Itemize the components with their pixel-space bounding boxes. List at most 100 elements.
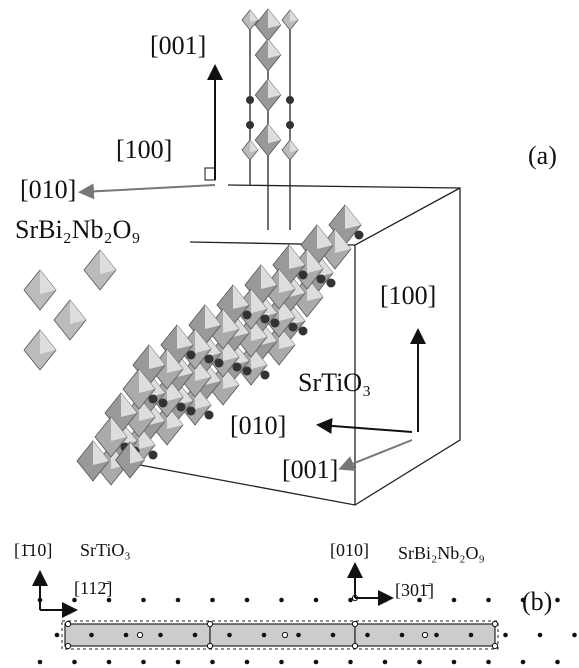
atom [149,395,158,404]
lattice-dot [141,598,146,603]
octahedron-face [100,250,116,274]
panel-label: (a) [528,141,557,170]
axis-marker [205,168,215,180]
figure: [001] [100] [010] SrBi₂Nb₂O₉ (a) [100] S… [0,0,579,668]
lattice-dot [158,633,163,638]
atom [205,411,214,420]
site-open [282,632,287,637]
atom [215,359,224,368]
atom [286,96,294,104]
lattice-dot [555,598,560,603]
octahedron-face [345,205,361,229]
atom [205,355,214,364]
compound-label: SrTiO₃ [298,368,371,397]
lattice-dot [469,633,474,638]
axis-label: [100] [380,281,436,310]
compound-label: SrTiO₃ [80,540,131,560]
axis-label: [100] [116,135,172,164]
octahedron-face [70,300,86,324]
panel-label: (b) [522,587,552,616]
atom [261,315,270,324]
site-open [137,632,142,637]
atom [271,319,280,328]
lattice-dot [210,598,215,603]
lattice-dot [72,660,77,665]
compound-label: SrBi₂Nb₂O₉ [15,215,140,244]
octahedron-face [290,10,298,22]
lattice-dot [279,660,284,665]
lattice-dot [452,598,457,603]
lattice-dot [383,660,388,665]
octahedron-face [268,79,281,98]
lattice-dot [279,598,284,603]
lattice [38,595,577,664]
octahedron-face [290,140,298,152]
axis-label: [001] [150,31,206,60]
lattice-dot [72,598,77,603]
octahedron-face [268,39,281,58]
axis-label: [1̄10] [14,540,52,560]
lattice-dot [452,660,457,665]
site-open [492,621,497,626]
lattice-dot [89,633,94,638]
site-open [422,632,427,637]
lattice-dot [296,633,301,638]
atom [246,96,254,104]
axis-label: [301̄] [395,580,434,600]
axis-label: [010] [20,175,76,204]
lattice-dot [314,660,319,665]
axis-label: [010] [230,411,286,440]
lattice-dot [245,660,250,665]
atom [355,231,364,240]
lattice-dot [176,598,181,603]
atom [243,367,252,376]
atom [261,371,270,380]
lattice-dot [141,660,146,665]
site-open [65,621,70,626]
site-open [207,621,212,626]
axis-arrow [320,425,412,432]
lattice-dot [124,633,129,638]
lattice-dot [331,633,336,638]
lattice-dot [176,660,181,665]
lattice-dot [227,633,232,638]
axis-arrow [342,440,412,468]
site-open [207,643,212,648]
atom [177,403,186,412]
octahedron-face [250,10,258,22]
lattice-dot [193,633,198,638]
lattice-dot [503,633,508,638]
atom [289,323,298,332]
site-open [492,643,497,648]
lattice-dot [107,660,112,665]
lattice-dot [400,633,405,638]
lattice-dot [365,633,370,638]
lattice-dot [38,660,43,665]
compound-label: SrBi₂Nb₂O₉ [398,543,485,563]
lattice-dot [486,660,491,665]
atom [299,271,308,280]
lattice-dot [486,598,491,603]
lattice-dot [348,660,353,665]
lattice-dot [314,598,319,603]
octahedron-face [268,9,281,28]
atom [149,451,158,460]
atom [286,121,294,129]
atom [327,279,336,288]
lattice-dot [210,660,215,665]
lattice-dot [417,660,422,665]
lattice-dot [245,598,250,603]
lattice-dot [521,660,526,665]
lattice-dot [555,660,560,665]
lattice-dot [107,598,112,603]
octahedron-face [268,124,281,143]
axis-arrow [82,185,215,192]
axis-label: [010] [330,540,369,560]
atom [233,363,242,372]
atom [246,121,254,129]
octahedron-face [40,270,56,294]
site-open [352,643,357,648]
axis-label: [001] [282,455,338,484]
lattice-dot [572,633,577,638]
lattice-dot [538,633,543,638]
